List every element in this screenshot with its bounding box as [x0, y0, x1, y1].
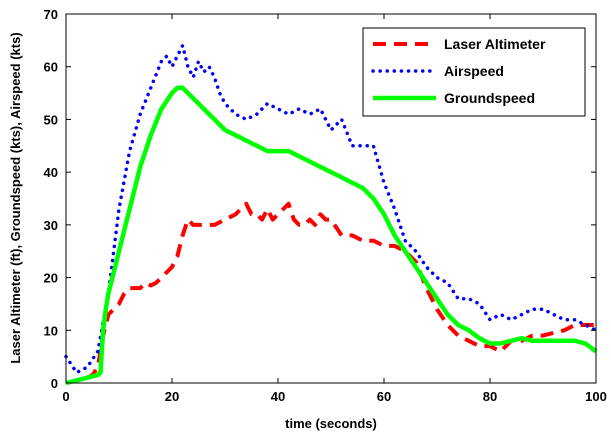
legend: Laser Altimeter Airspeed Groundspeed	[362, 27, 586, 117]
legend-label: Groundspeed	[444, 90, 535, 106]
y-tick-label: 10	[44, 323, 58, 338]
series-layer	[64, 43, 598, 386]
x-tick-label: 20	[165, 389, 179, 404]
x-tick-label: 40	[271, 389, 285, 404]
y-tick-label: 20	[44, 271, 58, 286]
legend-label: Laser Altimeter	[444, 36, 546, 52]
y-tick-label: 60	[44, 60, 58, 75]
y-tick-label: 70	[44, 7, 58, 22]
x-tick-label: 60	[377, 389, 391, 404]
series-line-airspeed	[64, 43, 598, 375]
x-tick-label: 100	[585, 389, 607, 404]
y-tick-label: 40	[44, 165, 58, 180]
y-tick-label: 30	[44, 218, 58, 233]
y-tick-label: 0	[51, 376, 58, 391]
series-line-laser-altimeter	[65, 201, 596, 385]
y-tick-label: 50	[44, 112, 58, 127]
x-axis-label: time (seconds)	[285, 416, 377, 431]
x-tick-label: 80	[483, 389, 497, 404]
x-tick-label: 0	[62, 389, 69, 404]
y-axis-label: Laser Altimeter (ft), Groundspeed (kts),…	[8, 32, 23, 363]
plot-frame	[65, 13, 597, 384]
series-line-groundspeed	[65, 85, 598, 386]
legend-label: Airspeed	[444, 63, 504, 79]
